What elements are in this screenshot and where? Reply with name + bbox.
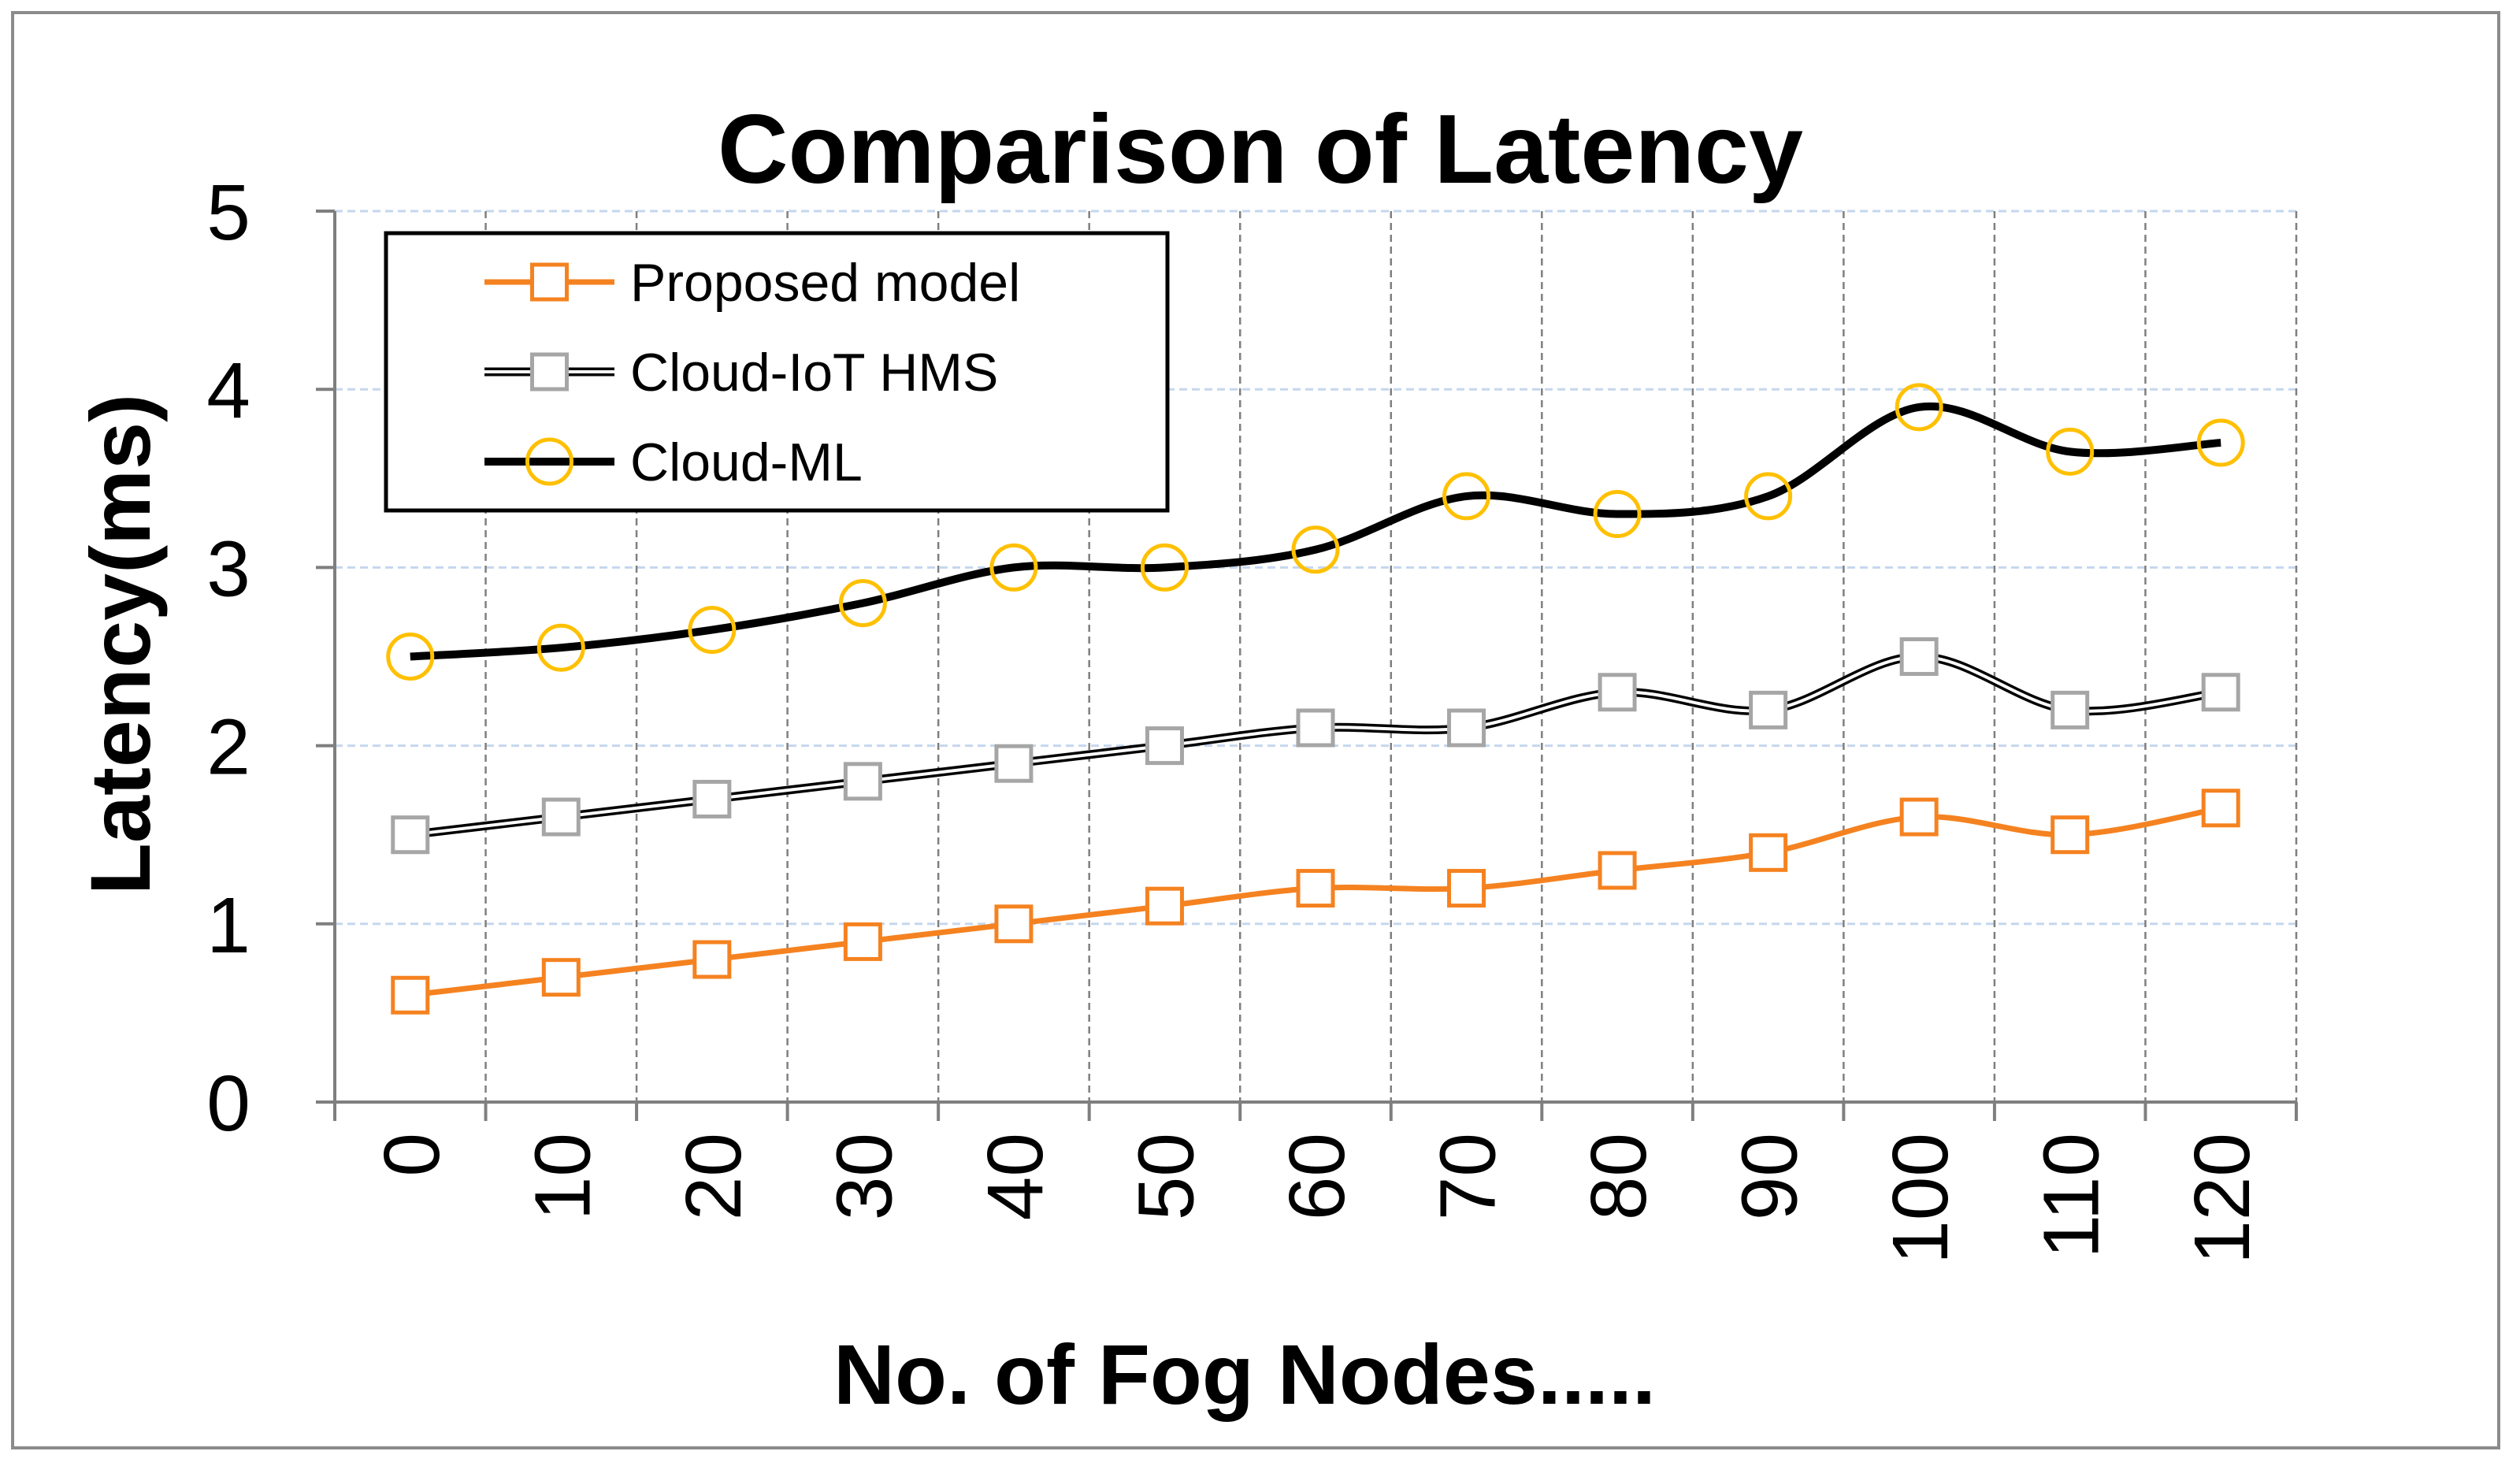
legend-marker-cloud-ml (525, 437, 573, 486)
chart-title: Comparison of Latency (718, 95, 1803, 204)
data-point-cloud-ml (2196, 418, 2245, 467)
data-point-cloud-ml (2046, 427, 2095, 476)
data-point-proposed-model (994, 904, 1034, 944)
y-axis-title: Latency(ms) (72, 394, 168, 895)
data-point-proposed-model (1296, 869, 1335, 908)
data-point-proposed-model (541, 958, 581, 997)
data-point-proposed-model (2201, 789, 2240, 828)
x-tick-label: 100 (1876, 1133, 1965, 1264)
data-point-proposed-model (1447, 869, 1486, 908)
data-point-cloud-ml (1442, 472, 1491, 521)
series-layer (386, 383, 2245, 1015)
data-point-cloud-ml (386, 633, 435, 681)
y-tick-label: 0 (206, 1060, 251, 1148)
data-point-cloud-ml (989, 543, 1038, 592)
y-tick-label: 5 (206, 169, 251, 257)
x-tick-label: 110 (2028, 1133, 2116, 1258)
data-point-cloud-iot-hms (1899, 637, 1939, 676)
x-tick-label: 0 (368, 1133, 456, 1177)
x-tick-label: 90 (1726, 1133, 1814, 1220)
data-point-proposed-model (391, 975, 430, 1015)
series-line-cloud-ml (410, 402, 2221, 661)
data-point-proposed-model (1145, 886, 1184, 926)
series-cloud-ml (386, 383, 2245, 681)
data-point-cloud-ml (1593, 490, 1642, 539)
data-point-cloud-iot-hms (843, 762, 882, 801)
data-point-cloud-iot-hms (391, 815, 430, 855)
legend-label-cloud-ml: Cloud-ML (630, 432, 863, 492)
x-tick-label: 60 (1273, 1133, 1361, 1220)
y-tick-label: 3 (206, 525, 251, 613)
data-point-cloud-iot-hms (1598, 673, 1637, 712)
data-point-cloud-ml (838, 579, 887, 628)
x-tick-label: 30 (820, 1133, 908, 1220)
y-tick-label: 4 (206, 347, 251, 435)
data-point-proposed-model (1899, 797, 1939, 837)
legend-label-cloud-iot-hms: Cloud-IoT HMS (630, 343, 998, 403)
y-tick-label: 1 (206, 881, 251, 970)
x-tick-label: 80 (1575, 1133, 1663, 1220)
data-point-cloud-ml (1140, 543, 1189, 592)
legend-label-proposed-model: Proposed model (630, 253, 1020, 313)
data-point-cloud-iot-hms (1145, 726, 1184, 766)
data-point-proposed-model (843, 922, 882, 961)
x-tick-label: 20 (670, 1133, 758, 1220)
legend-item-cloud-ml: Cloud-ML (484, 432, 863, 492)
x-tick-label: 120 (2178, 1133, 2266, 1264)
data-point-cloud-iot-hms (1447, 708, 1486, 748)
legend: Proposed model Cloud-IoT HMS Cloud-ML (384, 231, 1170, 513)
data-point-proposed-model (1749, 833, 1788, 872)
data-point-cloud-iot-hms (541, 797, 581, 837)
data-point-cloud-ml (1291, 525, 1340, 574)
legend-marker-cloud-iot-hms (530, 352, 569, 392)
data-point-cloud-iot-hms (994, 744, 1034, 783)
data-point-proposed-model (2051, 815, 2090, 855)
data-point-proposed-model (1598, 851, 1637, 890)
y-tick-label: 2 (206, 703, 251, 792)
x-tick-label: 40 (971, 1133, 1060, 1220)
data-point-cloud-iot-hms (1296, 708, 1335, 748)
legend-item-cloud-iot-hms: Cloud-IoT HMS (484, 343, 998, 403)
data-point-cloud-iot-hms (1749, 690, 1788, 729)
data-point-cloud-iot-hms (692, 779, 732, 818)
data-point-cloud-ml (536, 623, 585, 672)
data-point-proposed-model (692, 940, 732, 979)
data-point-cloud-iot-hms (2201, 673, 2240, 712)
legend-item-proposed-model: Proposed model (484, 253, 1020, 313)
series-proposed-model (391, 789, 2240, 1015)
legend-marker-proposed-model (530, 262, 569, 302)
x-axis-title: No. of Fog Nodes..... (833, 1327, 1656, 1422)
data-point-cloud-iot-hms (2051, 690, 2090, 729)
x-tick-label: 10 (518, 1133, 607, 1220)
data-point-cloud-ml (688, 606, 737, 655)
series-cloud-iot-hms (391, 637, 2240, 855)
x-tick-label: 70 (1424, 1133, 1512, 1220)
data-point-cloud-ml (1895, 383, 1943, 432)
data-point-cloud-ml (1744, 472, 1793, 521)
x-tick-label: 50 (1122, 1133, 1210, 1220)
